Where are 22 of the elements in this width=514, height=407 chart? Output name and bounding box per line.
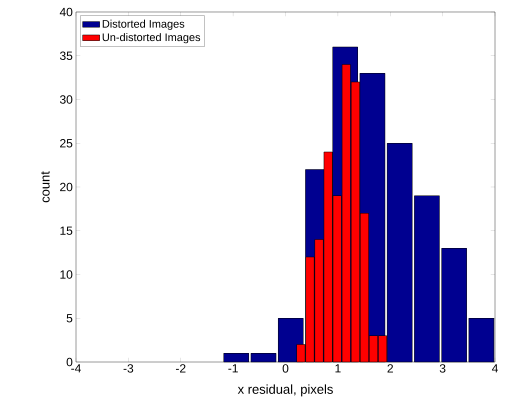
y-tick-label: 20 xyxy=(60,182,72,192)
y-tick-label: 30 xyxy=(60,95,72,104)
x-tick-label: 3 xyxy=(440,364,446,373)
x-tick-label: -1 xyxy=(228,364,238,372)
x-tick-label: 1 xyxy=(335,364,341,372)
y-tick-label: 35 xyxy=(60,52,72,60)
y-tick-label: 10 xyxy=(60,270,72,279)
x-tick-label: -3 xyxy=(124,364,134,373)
x-tick-label: -4 xyxy=(71,364,81,372)
y-tick-label: 15 xyxy=(60,226,72,235)
y-tick-label: 0 xyxy=(66,358,72,366)
x-tick-label: 0 xyxy=(282,364,288,373)
y-axis-title: count xyxy=(41,171,50,202)
y-tick-label: 25 xyxy=(60,139,72,148)
x-axis-title: x residual, pixels xyxy=(238,384,333,396)
legend-label: Distorted Images xyxy=(102,20,184,30)
legend-label: Un-distorted Images xyxy=(102,33,200,44)
y-tick-label: 40 xyxy=(60,8,72,16)
x-tick-label: 4 xyxy=(492,364,498,372)
y-tick-label: 5 xyxy=(66,314,72,322)
x-tick-label: 2 xyxy=(388,364,393,373)
x-tick-label: -2 xyxy=(176,364,186,373)
